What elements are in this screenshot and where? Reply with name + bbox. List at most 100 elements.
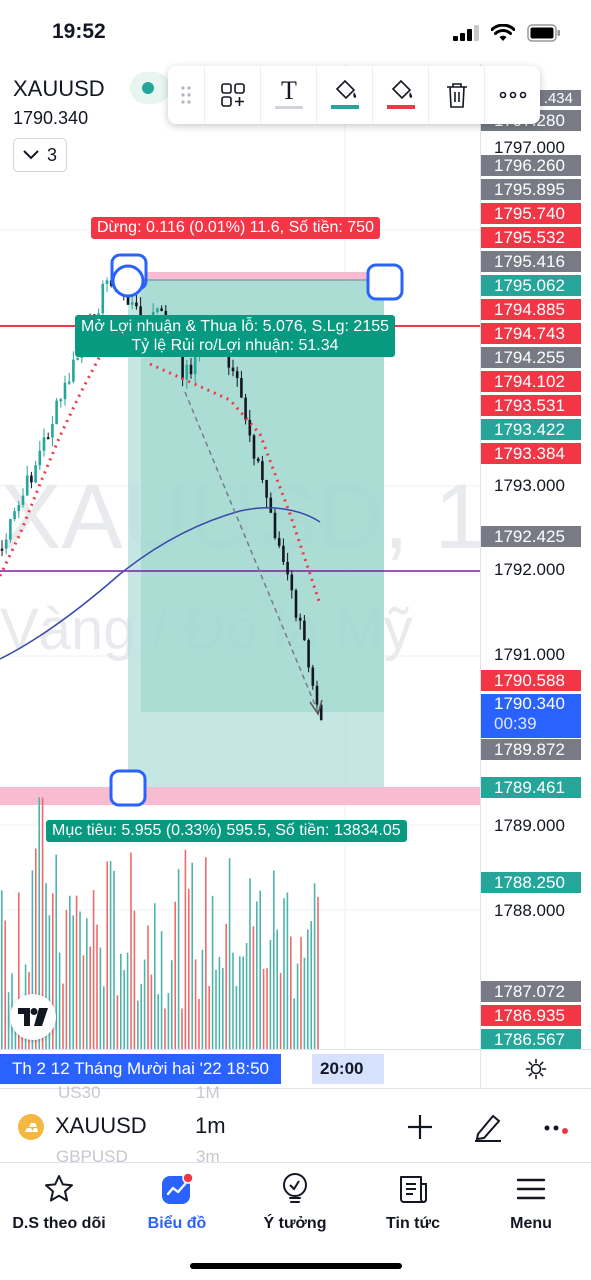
toolbar-more-button[interactable]	[484, 66, 540, 124]
wifi-icon	[491, 24, 515, 41]
candle-body	[252, 435, 256, 459]
indicators-collapse-button[interactable]: 3	[13, 138, 67, 172]
volume-bar	[256, 901, 258, 1049]
volume-bar	[208, 986, 210, 1049]
volume-bar	[126, 952, 129, 1049]
candle-body	[105, 280, 109, 284]
more-options-button[interactable]	[537, 1107, 577, 1147]
candle-body	[130, 302, 134, 305]
chart-settings-button[interactable]	[480, 1049, 591, 1088]
price-label-value: 1790.340	[494, 694, 565, 713]
volume-bar	[99, 947, 102, 1049]
volume-bar	[79, 911, 81, 1049]
candle-body	[189, 364, 193, 375]
volume-bar	[188, 888, 190, 1049]
chart-symbol-price: 1790.340	[13, 108, 89, 128]
template-button[interactable]	[204, 66, 260, 124]
candle-body	[298, 617, 302, 621]
volume-bar	[109, 861, 112, 1049]
price-label: 1789.872	[481, 739, 581, 760]
top-right-handle[interactable]	[366, 263, 404, 301]
candle-body	[55, 400, 58, 425]
volume-bar	[38, 797, 40, 1049]
delete-drawing-button[interactable]	[428, 66, 484, 124]
nav-news[interactable]: Tin tức	[354, 1171, 472, 1235]
toolbar-drag-handle[interactable]	[168, 66, 204, 124]
price-label: 1790.340 00:39	[481, 694, 581, 738]
volume-bar	[211, 895, 214, 1049]
volume-bar	[205, 857, 207, 1049]
volume-bar	[218, 956, 221, 1049]
nav-menu[interactable]: Menu	[472, 1171, 590, 1235]
candle-body	[17, 504, 21, 512]
volume-bar	[1, 890, 3, 1049]
candle-body	[4, 539, 8, 549]
price-label: 1794.255	[481, 347, 581, 368]
profit-zone[interactable]	[128, 280, 384, 788]
candle-body	[59, 399, 63, 402]
indicator-count: 3	[46, 144, 57, 165]
price-label: 1795.740	[481, 203, 581, 224]
hamburger-menu-icon	[516, 1178, 546, 1200]
loss-zone[interactable]	[128, 272, 384, 281]
chart-area[interactable]: XAUUSD, 1 Vàng / Đô la Mỹ XAUUSD 1790.34…	[0, 64, 591, 1088]
market-status-badge[interactable]	[130, 72, 170, 104]
price-label: 1789.000	[494, 816, 565, 835]
volume-bar	[96, 924, 98, 1049]
fill-color-button[interactable]	[316, 66, 372, 124]
price-label: 1794.885	[481, 299, 581, 320]
symbol-selector[interactable]: XAUUSD	[55, 1113, 147, 1138]
volume-bar	[55, 854, 57, 1049]
nav-watchlist[interactable]: D.S theo dõi	[0, 1171, 118, 1235]
volume-bar	[201, 949, 204, 1049]
moving-average-line	[0, 507, 321, 660]
volume-bar	[167, 993, 170, 1049]
add-button[interactable]	[400, 1107, 440, 1147]
price-label: 1788.250	[481, 872, 581, 893]
drawing-tools-button[interactable]	[468, 1107, 508, 1147]
volume-bar	[293, 998, 295, 1049]
volume-bar	[259, 890, 261, 1049]
candle-body	[67, 381, 71, 384]
volume-bar	[184, 849, 187, 1049]
tradingview-logo[interactable]	[10, 994, 56, 1040]
ghost-symbol-below: GBPUSD	[56, 1147, 128, 1166]
volume-bar	[279, 973, 282, 1049]
volume-bar	[137, 1000, 139, 1049]
target-handle[interactable]	[109, 769, 147, 807]
volume-bar	[245, 942, 248, 1049]
volume-bar	[72, 915, 74, 1049]
candle-body	[231, 367, 235, 372]
volume-bar	[198, 998, 200, 1049]
target-band	[0, 787, 480, 805]
volume-bar	[242, 956, 244, 1049]
volume-bar	[150, 974, 153, 1049]
bottom-navigation: D.S theo dõi Biểu đồ Ý tưởng	[0, 1162, 591, 1280]
price-label: 1793.000	[494, 476, 565, 495]
template-icon	[220, 83, 245, 107]
price-label: 1786.567	[481, 1029, 581, 1050]
price-label: 1790.588	[481, 670, 581, 691]
price-label: 1793.531	[481, 395, 581, 416]
nav-chart[interactable]: Biểu đồ	[118, 1171, 236, 1235]
entry-handle[interactable]	[111, 264, 145, 298]
interval-selector[interactable]: 1m	[195, 1113, 226, 1138]
border-color-button[interactable]	[372, 66, 428, 124]
candle-body	[30, 475, 33, 483]
volume-bar	[283, 898, 285, 1049]
home-indicator	[190, 1263, 402, 1269]
risk-reward-line: Tỷ lệ Rủi ro/Lợi nhuận: 51.34	[131, 337, 339, 354]
volume-bar	[48, 915, 51, 1049]
star-icon	[45, 1175, 73, 1202]
volume-bar	[113, 870, 115, 1049]
price-label: 1792.000	[494, 560, 565, 579]
nav-ideas[interactable]: Ý tưởng	[236, 1171, 354, 1235]
nav-chart-label: Biểu đồ	[147, 1215, 207, 1232]
chart-symbol-title: XAUUSD	[13, 76, 105, 101]
candle-body	[235, 371, 239, 379]
text-button[interactable]: T	[260, 66, 316, 124]
target-label: Mục tiêu: 5.955 (0.33%) 595.5, Số tiền: …	[46, 820, 407, 842]
time-cursor-label: Th 2 12 Tháng Mười hai '22 18:50	[0, 1054, 282, 1084]
time-axis[interactable]: Th 2 12 Tháng Mười hai '22 18:50 20:00	[0, 1049, 480, 1088]
volume-bar	[41, 797, 44, 1049]
